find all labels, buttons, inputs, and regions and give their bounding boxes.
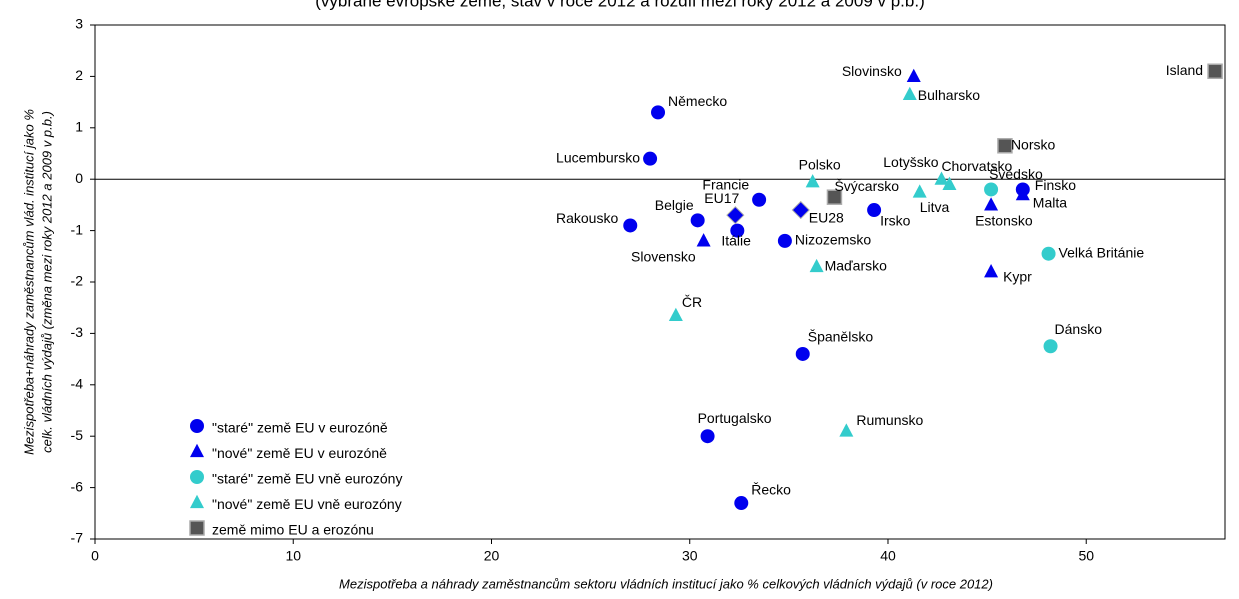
- marker: [190, 470, 204, 484]
- point-label: Rakousko: [556, 210, 618, 226]
- y-tick-label: 0: [75, 170, 83, 186]
- y-axis-label: Mezispotřeba+náhrady zaměstnancům vlád. …: [21, 109, 36, 455]
- y-tick-label: 2: [75, 67, 83, 83]
- legend-label: "staré" země EU vně eurozóny: [212, 471, 402, 487]
- marker: [902, 86, 917, 100]
- point-label: Chorvatsko: [941, 158, 1012, 174]
- y-tick-label: -7: [71, 530, 84, 546]
- point-label: Kypr: [1003, 268, 1032, 284]
- marker: [1041, 246, 1056, 261]
- y-tick-label: -3: [71, 324, 84, 340]
- point-label: Německo: [668, 93, 727, 109]
- x-axis-label: Mezispotřeba a náhrady zaměstnancům sekt…: [339, 576, 993, 591]
- point-label: Řecko: [751, 482, 791, 498]
- point-label: Finsko: [1035, 177, 1076, 193]
- marker: [777, 233, 792, 248]
- marker: [809, 258, 824, 273]
- point-label: Španělsko: [808, 329, 874, 345]
- point-label: Slovensko: [631, 249, 696, 265]
- point-label: EU28: [809, 210, 844, 226]
- marker: [734, 496, 749, 511]
- point-label: Slovinsko: [842, 63, 902, 79]
- legend-label: "staré" země EU v eurozóně: [212, 420, 388, 436]
- point-label: Bulharsko: [918, 87, 980, 103]
- x-tick-label: 0: [91, 548, 99, 564]
- marker: [1207, 63, 1223, 80]
- marker: [791, 200, 810, 220]
- x-tick-label: 20: [484, 548, 500, 564]
- marker: [690, 213, 705, 228]
- point-label: Norsko: [1011, 136, 1056, 152]
- point-label: Maďarsko: [825, 257, 888, 273]
- x-tick-label: 40: [880, 548, 896, 564]
- y-axis-label: celk. vládních výdajů (změna mezi roky 2…: [39, 111, 54, 453]
- point-label: Francie: [702, 176, 749, 192]
- legend-label: země mimo EU a erozónu: [212, 522, 374, 538]
- marker: [984, 264, 999, 278]
- x-tick-label: 50: [1078, 548, 1094, 564]
- x-tick-label: 30: [682, 548, 698, 564]
- legend-label: "nové" země EU v eurozóně: [212, 445, 387, 461]
- point-label: Island: [1166, 62, 1203, 78]
- y-tick-label: -6: [71, 478, 84, 494]
- point-label: Rumunsko: [856, 412, 923, 428]
- marker: [906, 68, 921, 82]
- marker: [839, 423, 854, 437]
- y-tick-label: -4: [71, 376, 84, 392]
- point-label: Portugalsko: [698, 410, 772, 426]
- marker: [826, 189, 843, 205]
- marker: [730, 223, 745, 238]
- marker: [1015, 186, 1030, 201]
- point-label: Švýcarsko: [834, 178, 899, 194]
- marker: [752, 192, 767, 207]
- marker: [942, 176, 957, 190]
- point-label: Malta: [1033, 194, 1067, 210]
- marker: [651, 105, 666, 120]
- marker: [912, 184, 927, 198]
- y-tick-label: -1: [71, 221, 84, 237]
- point-label: Lotyšsko: [883, 154, 938, 170]
- marker: [984, 182, 999, 197]
- point-label: Nizozemsko: [795, 232, 871, 248]
- point-label: Belgie: [655, 197, 694, 213]
- marker: [1043, 339, 1058, 354]
- marker: [696, 233, 711, 247]
- y-tick-label: -5: [71, 427, 84, 443]
- point-label: Irsko: [880, 213, 911, 229]
- marker: [726, 206, 745, 225]
- marker: [189, 520, 205, 536]
- point-label: Velká Británie: [1059, 244, 1145, 260]
- marker: [984, 197, 999, 211]
- point-label: Polsko: [799, 156, 841, 172]
- point-label: EU17: [704, 190, 739, 206]
- marker: [805, 174, 820, 188]
- marker: [190, 494, 204, 509]
- point-label: Švédsko: [989, 166, 1043, 182]
- point-label: Itálie: [721, 232, 751, 248]
- point-label: Lucembursko: [556, 149, 640, 165]
- point-label: Estonsko: [975, 213, 1033, 229]
- point-label: Litva: [920, 199, 950, 215]
- marker: [934, 171, 949, 185]
- marker: [997, 138, 1013, 154]
- marker: [623, 218, 638, 233]
- point-label: ČR: [682, 294, 702, 310]
- y-tick-label: 1: [75, 119, 83, 135]
- marker: [700, 429, 715, 444]
- marker: [795, 346, 810, 361]
- point-label: Dánsko: [1055, 321, 1103, 337]
- legend-label: "nové" země EU vně eurozóny: [212, 496, 402, 512]
- chart-title: (vybrané evropské země, stav v roce 2012…: [315, 0, 924, 10]
- marker: [668, 307, 683, 322]
- marker: [190, 443, 204, 458]
- marker: [190, 419, 204, 433]
- plot-frame: [94, 24, 1226, 540]
- x-tick-label: 10: [285, 548, 301, 564]
- marker: [643, 151, 658, 166]
- y-tick-label: 3: [75, 16, 83, 32]
- y-tick-label: -2: [71, 273, 84, 289]
- marker: [867, 203, 882, 218]
